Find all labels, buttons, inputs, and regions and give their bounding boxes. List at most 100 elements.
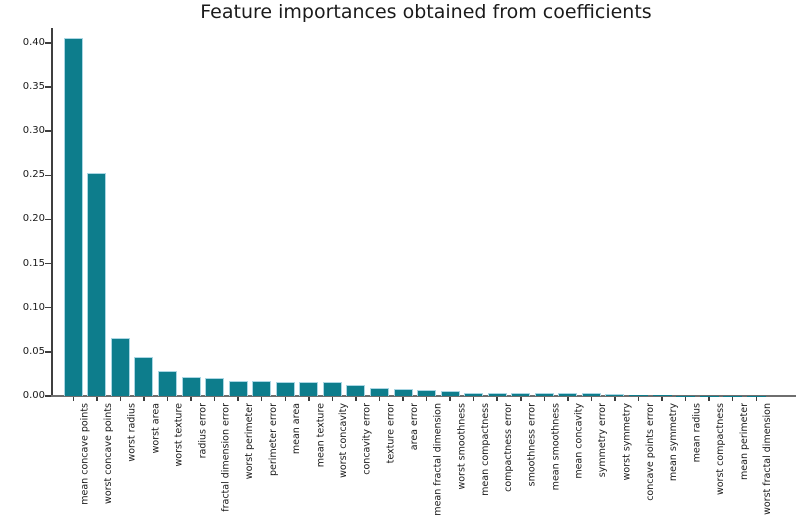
x-axis-tick-label: worst concave points [102, 403, 114, 504]
y-axis-tick-mark [45, 174, 51, 176]
bar [511, 392, 531, 396]
bar [299, 381, 319, 396]
x-axis-tick-mark [143, 397, 145, 401]
y-axis-tick-mark [45, 306, 51, 309]
y-axis-tick-label: 0.25 [22, 169, 45, 181]
x-axis-tick-mark [543, 397, 546, 401]
x-axis-tick-label: concave points error [644, 403, 656, 501]
x-axis-tick-label: worst concavity [338, 403, 350, 478]
x-axis-tick-label: mean symmetry [668, 403, 680, 482]
y-axis-spine [51, 28, 53, 397]
bar [534, 392, 554, 396]
bar [629, 394, 648, 396]
x-axis-tick-label: mean concavity [573, 403, 585, 479]
bar [63, 37, 83, 396]
x-axis-tick-mark [284, 397, 286, 401]
bar [228, 380, 248, 396]
x-axis-tick-label: worst area [149, 403, 161, 454]
x-axis-tick-mark [355, 397, 357, 401]
chart-title: Feature importances obtained from coeffi… [200, 1, 652, 23]
y-axis-tick-mark [45, 218, 51, 221]
bar [417, 389, 437, 396]
x-axis-tick-mark [260, 397, 263, 401]
x-axis-tick-label: mean fractal dimension [432, 403, 444, 516]
y-axis-tick-mark [45, 130, 51, 132]
y-axis-tick-label: 0.05 [22, 345, 45, 357]
bar [322, 382, 342, 396]
x-axis-tick-label: symmetry error [597, 403, 609, 478]
x-axis-tick-label: worst smoothness [456, 403, 468, 490]
x-axis-tick-label: mean texture [314, 403, 326, 468]
x-axis-tick-label: worst perimeter [244, 403, 256, 480]
x-axis-tick-mark [72, 397, 75, 401]
x-axis-tick-label: worst compactness [715, 403, 727, 496]
bar [110, 337, 130, 396]
x-axis-tick-mark [661, 397, 663, 401]
x-axis-tick-label: worst radius [126, 403, 138, 462]
bar [158, 370, 177, 396]
x-axis-tick-mark [590, 397, 593, 401]
x-axis-tick-mark [425, 397, 428, 401]
y-axis-tick-label: 0.40 [22, 36, 45, 48]
x-axis-tick-label: mean area [291, 403, 303, 455]
x-axis-tick-mark [496, 397, 498, 401]
bar [346, 385, 366, 396]
x-axis-tick-label: concavity error [361, 403, 373, 475]
x-axis-tick-mark [237, 397, 239, 401]
x-axis-tick-mark [96, 397, 98, 401]
y-axis-tick-mark [45, 262, 51, 265]
x-axis-tick-mark [708, 397, 710, 401]
x-axis-tick-mark [449, 397, 451, 401]
x-axis-tick-label: area error [409, 403, 420, 451]
x-axis-tick-label: mean radius [691, 403, 703, 463]
bar [393, 388, 413, 396]
bar [275, 381, 295, 396]
x-axis-tick-mark [731, 397, 734, 401]
x-axis-tick-mark [402, 397, 404, 401]
y-axis-tick-label: 0.00 [22, 390, 45, 401]
x-axis-tick-label: smoothness error [526, 403, 538, 487]
bar [252, 381, 272, 396]
y-axis-tick-label: 0.35 [22, 80, 45, 92]
x-axis-tick-label: mean smoothness [550, 403, 562, 491]
bar [605, 393, 625, 396]
bar [181, 376, 201, 396]
bar [369, 387, 389, 396]
bar [487, 392, 507, 396]
x-axis-tick-label: compactness error [503, 403, 515, 492]
x-axis-tick-mark [331, 397, 334, 401]
x-axis-tick-label: mean perimeter [738, 403, 750, 480]
y-axis-tick-mark [45, 395, 51, 397]
y-axis-tick-label: 0.20 [22, 213, 45, 225]
bar [134, 356, 154, 396]
x-axis-tick-mark [119, 397, 122, 401]
x-axis-tick-label: worst texture [173, 403, 185, 467]
x-axis-tick-label: texture error [385, 403, 397, 464]
y-axis-tick-mark [45, 42, 51, 44]
y-axis-tick-label: 0.15 [22, 257, 45, 269]
x-axis-tick-mark [378, 397, 381, 401]
x-axis-tick-label: perimeter error [267, 403, 279, 477]
y-axis-tick-label: 0.10 [22, 301, 45, 313]
x-axis-tick-mark [637, 397, 640, 401]
bar [558, 392, 578, 396]
bar [440, 390, 460, 396]
x-axis-tick-label: mean concave points [79, 403, 91, 505]
x-axis-tick-mark [472, 397, 475, 401]
y-axis-tick-label: 0.30 [22, 125, 45, 137]
x-axis-tick-label: worst symmetry [620, 403, 632, 481]
x-axis-spine [51, 395, 796, 397]
bar [652, 395, 672, 396]
x-axis-tick-mark [614, 397, 616, 401]
x-axis-tick-label: fractal dimension error [220, 403, 232, 512]
x-axis-tick-mark [308, 397, 310, 401]
x-axis-tick-mark [567, 397, 569, 401]
bar [581, 393, 601, 396]
x-axis-tick-mark [190, 397, 192, 401]
x-axis-tick-mark [755, 397, 757, 401]
x-axis-tick-mark [166, 397, 169, 401]
bar [464, 392, 484, 396]
x-axis-tick-mark [520, 397, 522, 401]
x-axis-tick-label: mean compactness [479, 403, 491, 496]
